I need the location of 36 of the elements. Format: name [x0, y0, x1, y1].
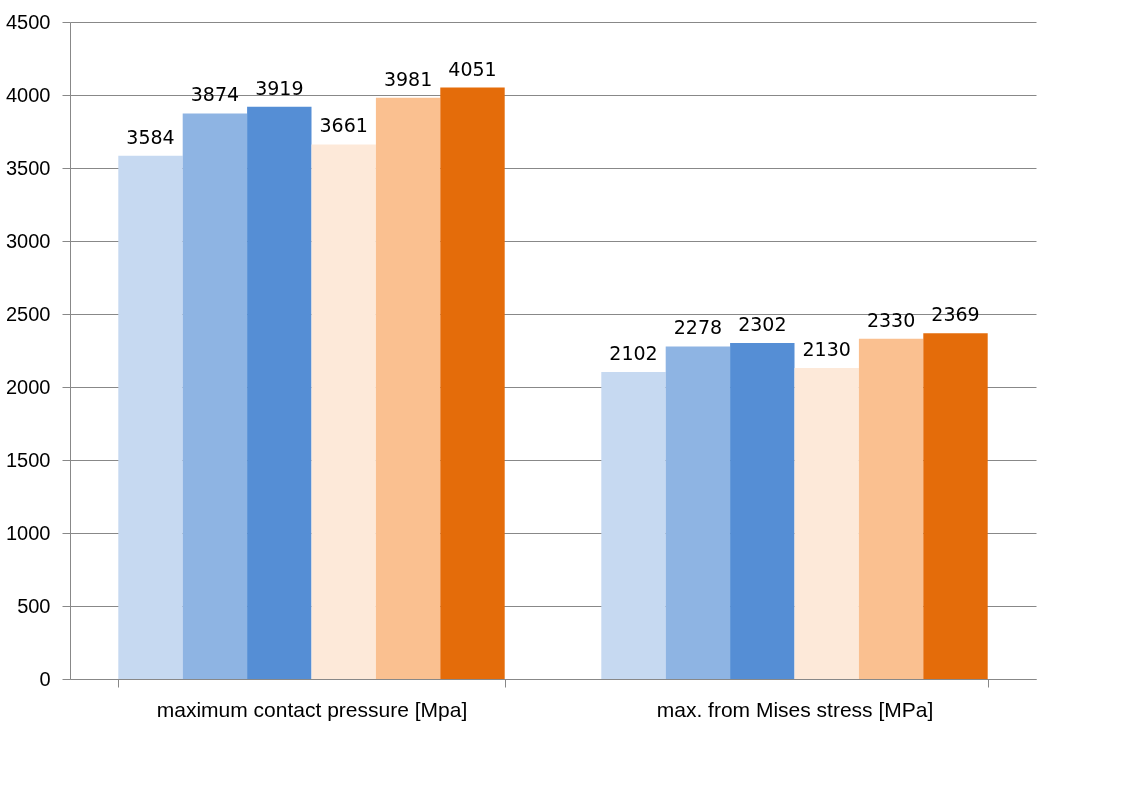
bar: [730, 342, 795, 679]
bar: [440, 87, 505, 679]
data-label: 3584: [126, 125, 175, 148]
x-tick-label: maximum contact pressure [Mpa]: [156, 697, 468, 721]
y-tick-label: 4500: [6, 10, 51, 33]
data-label: 3874: [190, 83, 240, 106]
data-label: 2302: [738, 312, 787, 335]
y-tick-label: 500: [17, 594, 51, 617]
y-tick-label: 2000: [6, 375, 51, 398]
y-tick-label: 1500: [6, 448, 51, 471]
data-label: 3919: [255, 76, 304, 99]
x-tick-label: max. from Mises stress [MPa]: [656, 697, 934, 721]
bar: [182, 113, 248, 679]
bar: [858, 338, 924, 679]
y-tick-label: 1000: [6, 521, 51, 544]
data-label: 4051: [448, 57, 497, 80]
data-label: 3661: [319, 114, 368, 137]
bar: [601, 372, 666, 679]
y-tick-label: 2500: [6, 302, 51, 325]
bar: [118, 155, 183, 679]
bar: [311, 144, 376, 679]
bar: [665, 346, 731, 679]
y-tick-label: 3000: [6, 229, 51, 252]
data-label: 2369: [931, 303, 980, 326]
y-tick-label: 0: [39, 667, 51, 690]
bar: [247, 106, 312, 679]
data-label: 3981: [383, 67, 433, 90]
y-tick-label: 3500: [6, 156, 51, 179]
data-label: 2330: [866, 308, 916, 331]
data-label: 2102: [609, 342, 658, 365]
bar: [794, 368, 859, 679]
data-label: 2278: [673, 316, 723, 339]
bar: [375, 97, 441, 679]
bar: [923, 333, 988, 679]
y-tick-label: 4000: [6, 83, 51, 106]
data-label: 2130: [802, 338, 851, 361]
